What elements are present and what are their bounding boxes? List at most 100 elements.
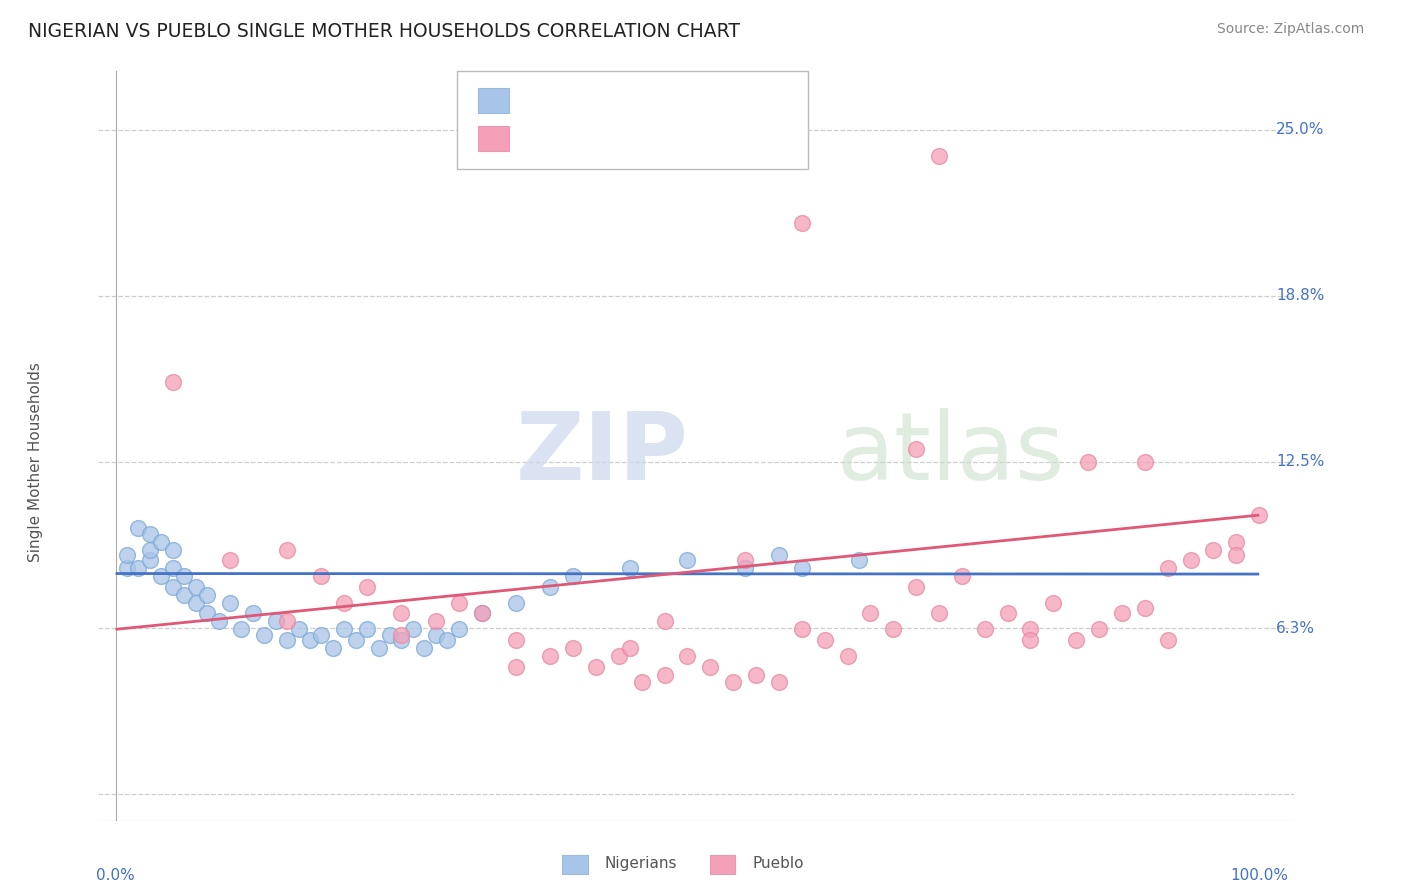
Point: [745, 667, 768, 681]
Point: [173, 588, 195, 602]
Point: [837, 648, 859, 663]
Text: R =: R =: [520, 92, 557, 110]
Point: [997, 607, 1019, 621]
Point: [207, 615, 229, 629]
Text: 6.3%: 6.3%: [1277, 621, 1316, 635]
Point: [619, 640, 641, 655]
Point: [1111, 607, 1133, 621]
Point: [150, 569, 173, 583]
Point: [1133, 455, 1156, 469]
Point: [402, 623, 425, 637]
Text: ZIP: ZIP: [516, 408, 689, 500]
Point: [619, 561, 641, 575]
Point: [905, 442, 928, 456]
Point: [173, 569, 195, 583]
Point: [150, 534, 173, 549]
Point: [219, 596, 242, 610]
Point: [276, 615, 298, 629]
Point: [734, 553, 756, 567]
Text: 25.0%: 25.0%: [1277, 122, 1324, 137]
Point: [768, 675, 790, 690]
Text: N =: N =: [647, 129, 683, 147]
Point: [1064, 632, 1087, 647]
Point: [699, 659, 721, 673]
Point: [928, 607, 950, 621]
Point: [344, 632, 367, 647]
Point: [676, 648, 699, 663]
Point: [219, 553, 242, 567]
Point: [425, 615, 447, 629]
Point: [790, 623, 813, 637]
Point: [139, 526, 162, 541]
Point: [425, 627, 447, 641]
Point: [538, 648, 561, 663]
Point: [562, 640, 585, 655]
Point: [356, 580, 378, 594]
Point: [231, 623, 253, 637]
Point: [505, 659, 527, 673]
Point: [139, 553, 162, 567]
Text: Pueblo: Pueblo: [752, 856, 804, 871]
Point: [859, 607, 882, 621]
Point: [322, 640, 344, 655]
Point: [1042, 596, 1064, 610]
Point: [1019, 632, 1042, 647]
Point: [768, 548, 790, 562]
Point: [505, 632, 527, 647]
Text: Nigerians: Nigerians: [605, 856, 678, 871]
Point: [253, 627, 276, 641]
Point: [538, 580, 561, 594]
Point: [378, 627, 401, 641]
Text: atlas: atlas: [837, 408, 1064, 500]
Point: [790, 216, 813, 230]
Point: [607, 648, 630, 663]
Point: [333, 596, 356, 610]
Point: [1088, 623, 1111, 637]
Point: [630, 675, 652, 690]
Point: [276, 542, 298, 557]
Point: [162, 561, 184, 575]
Point: [950, 569, 973, 583]
Point: [734, 561, 756, 575]
Point: [1180, 553, 1202, 567]
Point: [654, 667, 676, 681]
Point: [1225, 548, 1247, 562]
Point: [115, 561, 138, 575]
Text: 0.234: 0.234: [565, 129, 630, 147]
Point: [264, 615, 287, 629]
Point: [184, 580, 207, 594]
Point: [298, 632, 321, 647]
Text: Single Mother Households: Single Mother Households: [28, 362, 44, 562]
Point: [162, 542, 184, 557]
Point: [195, 588, 218, 602]
Point: [184, 596, 207, 610]
Point: [1133, 601, 1156, 615]
Point: [391, 607, 413, 621]
Point: [676, 553, 699, 567]
Point: [276, 632, 298, 647]
Point: [1077, 455, 1099, 469]
Point: [162, 376, 184, 390]
Point: [311, 627, 333, 641]
Point: [391, 632, 413, 647]
Point: [1157, 632, 1180, 647]
Point: [287, 623, 309, 637]
Point: [790, 561, 813, 575]
Text: Source: ZipAtlas.com: Source: ZipAtlas.com: [1216, 22, 1364, 37]
Text: -0.005: -0.005: [565, 92, 624, 110]
Point: [654, 615, 676, 629]
Point: [1249, 508, 1271, 522]
Text: 18.8%: 18.8%: [1277, 288, 1324, 303]
Point: [162, 580, 184, 594]
Point: [242, 607, 264, 621]
Point: [848, 553, 870, 567]
Point: [905, 580, 928, 594]
Point: [562, 569, 585, 583]
Point: [447, 596, 470, 610]
Point: [413, 640, 436, 655]
Text: N =: N =: [647, 92, 683, 110]
Text: NIGERIAN VS PUEBLO SINGLE MOTHER HOUSEHOLDS CORRELATION CHART: NIGERIAN VS PUEBLO SINGLE MOTHER HOUSEHO…: [28, 22, 740, 41]
Point: [973, 623, 995, 637]
Point: [470, 607, 492, 621]
Point: [115, 548, 138, 562]
